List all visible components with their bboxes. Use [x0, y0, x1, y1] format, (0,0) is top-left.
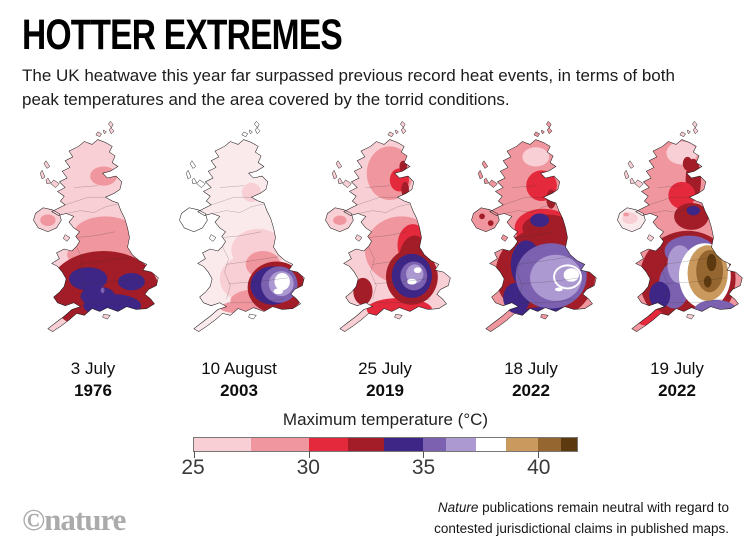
map-label: 25 July 2019 — [358, 358, 412, 402]
uk-heat-map-1976-0 — [33, 121, 159, 333]
colorbar-tick — [538, 451, 539, 459]
colorbar-segment — [194, 438, 252, 452]
colorbar-segment — [537, 438, 561, 452]
colorbar-tick — [194, 451, 195, 459]
legend-colorbar — [193, 437, 578, 459]
colorbar-segment — [423, 438, 447, 452]
colorbar-tick-label: 35 — [411, 456, 436, 480]
colorbar-segment — [251, 438, 309, 452]
colorbar-tick — [308, 451, 310, 459]
colorbar-segment — [347, 438, 385, 452]
map-date: 19 July — [650, 359, 704, 379]
legend: Maximum temperature (°C) 25 30 35 40 — [181, 410, 578, 482]
nature-logo: ©nature — [22, 502, 126, 538]
map-date: 10 August — [201, 359, 277, 379]
colorbar-tick-label: 40 — [527, 456, 551, 480]
disclaimer-line2: contested jurisdictional claims in publi… — [434, 520, 729, 536]
map-year: 1976 — [74, 381, 112, 401]
colorbar-segment — [560, 438, 577, 452]
subtitle: The UK heatwave this year far surpassed … — [22, 66, 675, 110]
colorbar-tick-label: 30 — [296, 456, 320, 480]
uk-heat-map-2022-4 — [617, 121, 743, 333]
colorbar-segment — [476, 438, 506, 452]
map-panel-2019-2: 25 July 2019 — [312, 120, 458, 402]
disclaimer-italic: Nature — [437, 500, 479, 516]
map-year: 2019 — [366, 381, 404, 401]
colorbar-segment — [505, 438, 538, 452]
map-panel-1976-0: 3 July 1976 — [20, 120, 166, 402]
map-label: 3 July 1976 — [71, 358, 115, 402]
map-year: 2022 — [512, 381, 550, 401]
map-date: 25 July — [358, 359, 412, 379]
map-label: 19 July 2022 — [650, 358, 704, 402]
map-date: 3 July — [70, 359, 116, 379]
map-panel-2022-3: 18 July 2022 — [458, 120, 604, 402]
colorbar-tick-label: 25 — [181, 456, 205, 480]
disclaimer-line1: publications remain neutral with regard … — [478, 500, 729, 516]
map-label: 10 August 2003 — [201, 358, 277, 402]
uk-heat-map-2003-1 — [179, 121, 305, 333]
map-label: 18 July 2022 — [504, 358, 558, 402]
maps-row: 3 July 1976 10 August 2003 25 July 2019 — [20, 120, 750, 402]
map-panel-2003-1: 10 August 2003 — [166, 120, 312, 402]
uk-heat-map-2022-3 — [471, 121, 597, 333]
colorbar-segment — [384, 438, 424, 452]
map-year: 2003 — [220, 381, 258, 401]
map-year: 2022 — [658, 381, 696, 401]
legend-tick-labels: 25 30 35 40 — [181, 456, 578, 482]
map-date: 18 July — [504, 359, 558, 379]
colorbar-segment — [308, 438, 348, 452]
map-disclaimer: Nature publications remain neutral with … — [434, 498, 729, 539]
uk-heat-map-2019-2 — [325, 121, 451, 333]
header: HOTTER EXTREMES The UK heatwave this yea… — [0, 0, 751, 112]
page-title: HOTTER EXTREMES — [22, 11, 343, 59]
footer: ©nature Nature publications remain neutr… — [22, 498, 729, 539]
colorbar-segment — [446, 438, 477, 452]
map-panel-2022-4: 19 July 2022 — [604, 120, 750, 402]
legend-title: Maximum temperature (°C) — [282, 410, 489, 430]
colorbar-tick — [423, 451, 425, 459]
